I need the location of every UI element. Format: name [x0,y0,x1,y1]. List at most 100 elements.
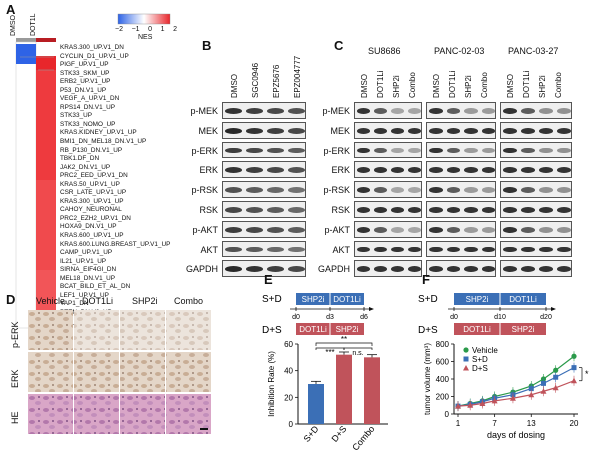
blot-band [391,147,404,154]
x-category-label: D+S [329,424,348,444]
blot-strip [426,121,496,139]
gene-set-label: CSR_LATE_UP.V1_UP [60,189,127,197]
ihc-col-dot1li: DOT1Li [82,296,114,306]
blot-strip [354,121,422,139]
blot-strip [426,201,496,218]
gene-set-list: KRAS.300_UP.V1_DN CYCLIN_D1_UP.V1_UP PIGF_… [60,44,170,326]
ihc-image-grid [28,310,211,434]
blot-band [225,187,242,193]
panel-d-label: D [6,292,16,307]
legend-marker [463,356,469,362]
lane-c-label: DOT1Li [376,70,385,98]
panel-e-label: E [264,272,273,287]
blot-band [557,127,571,134]
series-point [553,374,559,380]
y-tick-label: 60 [284,340,293,349]
lane-c-label: Combo [554,72,563,98]
schedule-arrow [369,307,374,311]
blot-band [503,167,517,174]
blot-band [464,127,478,134]
blot-band [288,226,305,233]
blot-band [391,246,404,253]
blot-strip [500,121,572,139]
blot-band [464,246,478,253]
blot-band [267,147,284,154]
gene-set-label: BCAT_BILD_ET_AL_DN [60,283,131,291]
blot-band [288,167,305,174]
blot-band [391,226,404,233]
blot-band [481,246,495,253]
blot-strip [222,260,306,278]
blot-band [374,147,387,154]
blot-band [503,226,517,233]
blot-protein-label: MEK [198,125,218,136]
blot-band [539,127,553,134]
blot-band [503,108,517,114]
ihc-tile [28,394,73,434]
schedule-box-second [500,323,546,335]
blot-band [521,127,535,134]
blot-strip [354,141,422,159]
gene-set-label: KRAS.300_UP.V1_DN [60,44,124,51]
ihc-row-erk: ERK [10,369,20,388]
gene-set-label: HOXA9_DN.V1_UP [60,223,117,231]
blot-band [429,226,443,233]
series-point [467,402,474,408]
blot-strip [426,161,496,179]
blot-band [408,147,421,154]
blot-strip [222,102,306,119]
blot-band [246,187,263,193]
significance-mark: *** [325,348,334,357]
gene-set-label: JAK2_DN.V1_UP [60,163,111,171]
legend-label: D+S [472,364,488,373]
blot-strip [500,181,572,198]
blot-strip [354,181,422,198]
blot-strip [354,102,422,119]
y-tick-label: 400 [436,375,450,384]
lane-c-label: DOT1Li [522,70,531,98]
blot-band [288,207,305,213]
blot-protein-label: ERK [331,165,350,176]
schedule-arrow [551,307,556,311]
lane-c-label: DMSO [432,74,441,98]
blot-band [503,207,517,213]
blot-band [557,187,571,193]
blot-band [503,266,517,273]
blot-band [481,266,495,273]
x-tick-label: 20 [570,419,579,428]
blot-strip [354,240,422,258]
blot-band [267,207,284,213]
blot-band [246,108,263,114]
blot-band [408,127,421,134]
lane-c-label: SHP2i [392,75,401,98]
blot-band [539,226,553,233]
blot-band [503,246,517,253]
heatmap-dot1l-top [36,56,56,70]
blot-strip [222,240,306,258]
gene-set-label: PIGF_UP.V1_UP [60,61,109,69]
schedule-box-first [296,293,330,305]
y-axis-label: tumor volume (mm³) [423,343,432,415]
blot-band [391,167,404,174]
blot-band [521,108,535,114]
blot-strip [500,201,572,218]
blot-band [446,187,460,193]
blot-band [246,167,263,174]
blot-band [429,187,443,193]
blot-protein-label: AKT [200,244,218,255]
blot-band [408,207,421,213]
schedule-drug-label: SHP2i [302,295,325,304]
series-point [479,400,486,406]
gene-set-label: ERB2_UP.V1_UP [60,78,111,86]
blot-strip [500,161,572,179]
schedule-label-row1: S+D [418,294,438,305]
blot-band [374,246,387,253]
blot-protein-label: GAPDH [185,264,218,275]
blot-band [539,108,553,114]
schedule-tick-label: d6 [360,314,368,321]
bar [308,384,324,424]
nes-tick: −1 [131,26,140,33]
blot-band [481,147,495,154]
lane-b-dmso: DMSO [230,74,239,98]
schedule-tick-label: d0 [450,314,458,321]
